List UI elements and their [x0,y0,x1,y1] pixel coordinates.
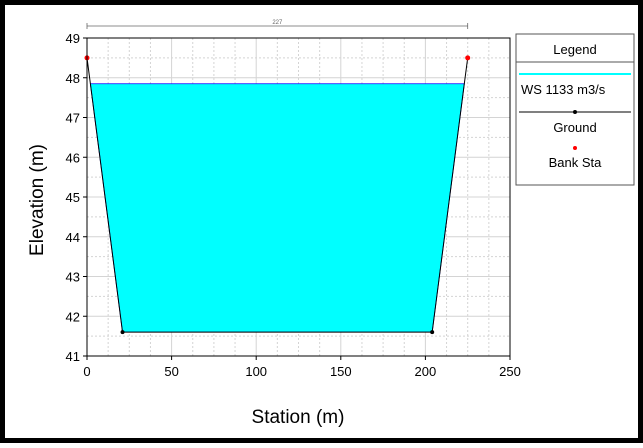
legend: Legend WS 1133 m3/s Ground Bank Sta [515,33,635,186]
cross-section-chart: 227 0 50 100 150 200 250 41 42 43 44 45 46 47 48 49 S… [27,20,635,428]
x-tick-label: 250 [499,364,521,379]
ground-line [86,57,469,333]
x-tick-label: 150 [330,364,352,379]
y-tick-label: 48 [66,71,80,86]
y-axis-title: Elevation (m) [27,144,48,256]
legend-item-ground: Ground [553,120,596,135]
legend-ground-marker [573,110,577,114]
y-tick-label: 43 [66,270,80,285]
y-tick-label: 42 [66,309,80,324]
top-width-marker: 227 [86,20,469,29]
top-width-label: 227 [272,20,283,26]
water-surface-area [89,83,465,333]
legend-bank-marker [573,146,577,150]
ground-points [120,330,435,335]
y-tick-label: 44 [66,230,80,245]
ground-point [430,330,435,335]
bank-station-points [84,55,471,61]
bank-station-point [465,55,471,61]
legend-box [515,33,635,186]
y-tick-label: 41 [66,349,80,364]
x-tick-label: 50 [164,364,178,379]
legend-item-ws: WS 1133 m3/s [521,82,606,97]
ground-point [120,330,125,335]
x-axis-title: Station (m) [252,407,345,428]
x-tick-label: 200 [415,364,437,379]
y-axis: 41 42 43 44 45 46 47 48 49 [66,31,87,364]
x-tick-label: 100 [245,364,267,379]
y-tick-label: 45 [66,190,80,205]
y-tick-label: 49 [66,31,80,46]
x-axis: 0 50 100 150 200 250 [83,356,521,379]
x-tick-label: 0 [83,364,90,379]
legend-title: Legend [553,42,596,57]
legend-item-bank-sta: Bank Sta [549,155,603,170]
y-tick-label: 47 [66,111,80,126]
y-tick-label: 46 [66,150,80,165]
